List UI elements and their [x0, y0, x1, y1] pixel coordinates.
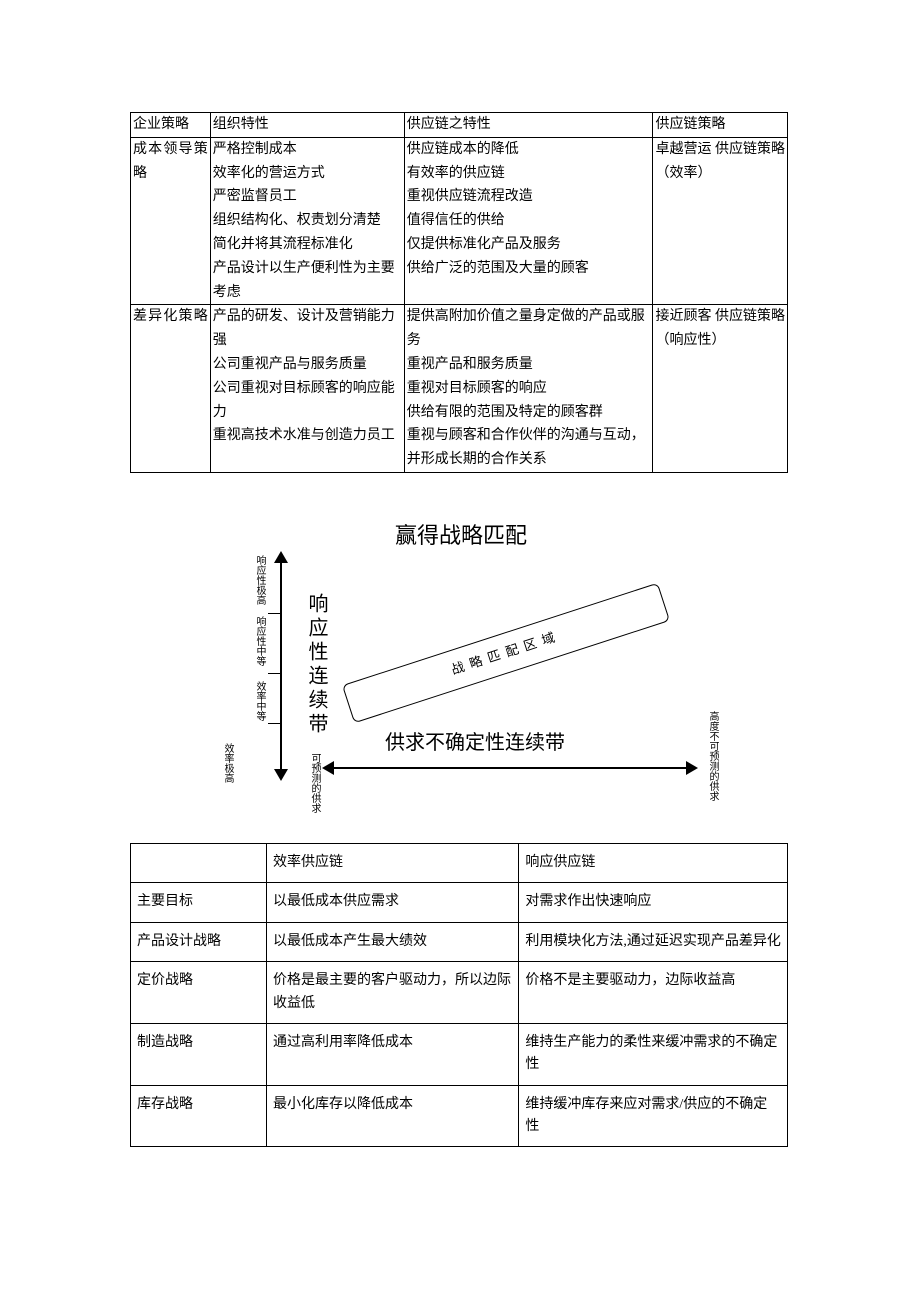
cell: 利用模块化方法,通过延迟实现产品差异化 [519, 922, 788, 961]
comparison-table: 效率供应链 响应供应链 主要目标 以最低成本供应需求 对需求作出快速响应 产品设… [130, 843, 788, 1148]
table-row: 主要目标 以最低成本供应需求 对需求作出快速响应 [131, 883, 788, 922]
th-eff-sc: 效率供应链 [267, 843, 519, 882]
cell: 价格不是主要驱动力，边际收益高 [519, 962, 788, 1024]
row-label: 制造战略 [131, 1023, 267, 1085]
y-tick [268, 723, 282, 724]
page: 企业策略 组织特性 供应链之特性 供应链策略 成本领导策略 严格控制成本 效率化… [0, 0, 920, 1302]
cell: 维持缓冲库存来应对需求/供应的不确定性 [519, 1085, 788, 1147]
th-resp-sc: 响应供应链 [519, 843, 788, 882]
strategy-fit-diagram: 赢得战略匹配 响应性连续带 供求不确定性连续带 响应性极高 响应性中等 效率中等… [180, 513, 740, 813]
th-enterprise-strategy: 企业策略 [131, 113, 211, 138]
table-row: 库存战略 最小化库存以降低成本 维持缓冲库存来应对需求/供应的不确定性 [131, 1085, 788, 1147]
cell-scchar-1: 提供高附加价值之量身定做的产品或服务 重视产品和服务质量 重视对目标顾客的响应 … [404, 305, 653, 473]
cell-strategy-1: 差异化策略 [131, 305, 211, 473]
cell: 最小化库存以降低成本 [267, 1085, 519, 1147]
y-tick-label-3: 效率极高 [220, 743, 235, 783]
x-axis-label: 供求不确定性连续带 [385, 726, 565, 755]
y-tick-label-0: 响应性极高 [252, 555, 267, 605]
th-sc-char: 供应链之特性 [404, 113, 653, 138]
table-row: 成本领导策略 严格控制成本 效率化的营运方式 严密监督员工 组织结构化、权责划分… [131, 137, 788, 305]
table-header-row: 效率供应链 响应供应链 [131, 843, 788, 882]
row-label: 定价战略 [131, 962, 267, 1024]
cell-scchar-0: 供应链成本的降低 有效率的供应链 重视供应链流程改造 值得信任的供给 仅提供标准… [404, 137, 653, 305]
cell-scstrat-0: 卓越营运 供应链策略 （效率） [653, 137, 788, 305]
th-sc-strategy: 供应链策略 [653, 113, 788, 138]
y-tick [268, 673, 282, 674]
y-tick-label-1: 响应性中等 [252, 616, 267, 666]
table-row: 差异化策略 产品的研发、设计及营销能力强 公司重视产品与服务质量 公司重视对目标… [131, 305, 788, 473]
arrow-down-icon [274, 769, 288, 781]
th-org-char: 组织特性 [210, 113, 404, 138]
cell: 价格是最主要的客户驱动力，所以边际收益低 [267, 962, 519, 1024]
cell: 通过高利用率降低成本 [267, 1023, 519, 1085]
strategy-table: 企业策略 组织特性 供应链之特性 供应链策略 成本领导策略 严格控制成本 效率化… [130, 112, 788, 473]
cell-org-0: 严格控制成本 效率化的营运方式 严密监督员工 组织结构化、权责划分清楚 简化并将… [210, 137, 404, 305]
table-row: 制造战略 通过高利用率降低成本 维持生产能力的柔性来缓冲需求的不确定性 [131, 1023, 788, 1085]
row-label: 主要目标 [131, 883, 267, 922]
cell: 对需求作出快速响应 [519, 883, 788, 922]
y-tick [268, 613, 282, 614]
x-right-label: 高度不可预测的供求 [705, 711, 720, 801]
table-header-row: 企业策略 组织特性 供应链之特性 供应链策略 [131, 113, 788, 138]
table-row: 产品设计战略 以最低成本产生最大绩效 利用模块化方法,通过延迟实现产品差异化 [131, 922, 788, 961]
y-tick-label-2: 效率中等 [252, 681, 267, 721]
arrow-right-icon [686, 761, 698, 775]
strategy-fit-zone: 战略匹配区域 [342, 583, 670, 724]
row-label: 产品设计战略 [131, 922, 267, 961]
diagram-title: 赢得战略匹配 [395, 518, 527, 550]
table-row: 定价战略 价格是最主要的客户驱动力，所以边际收益低 价格不是主要驱动力，边际收益… [131, 962, 788, 1024]
cell: 以最低成本产生最大绩效 [267, 922, 519, 961]
y-axis-label: 响应性连续带 [302, 593, 331, 737]
cell: 维持生产能力的柔性来缓冲需求的不确定性 [519, 1023, 788, 1085]
x-left-label: 可预测的供求 [307, 753, 322, 813]
cell-scstrat-1: 接近顾客 供应链策略 （响应性） [653, 305, 788, 473]
cell-org-1: 产品的研发、设计及营销能力强 公司重视产品与服务质量 公司重视对目标顾客的响应能… [210, 305, 404, 473]
th-blank [131, 843, 267, 882]
x-axis-line [333, 767, 688, 769]
cell: 以最低成本供应需求 [267, 883, 519, 922]
y-axis-line [280, 561, 282, 771]
row-label: 库存战略 [131, 1085, 267, 1147]
cell-strategy-0: 成本领导策略 [131, 137, 211, 305]
